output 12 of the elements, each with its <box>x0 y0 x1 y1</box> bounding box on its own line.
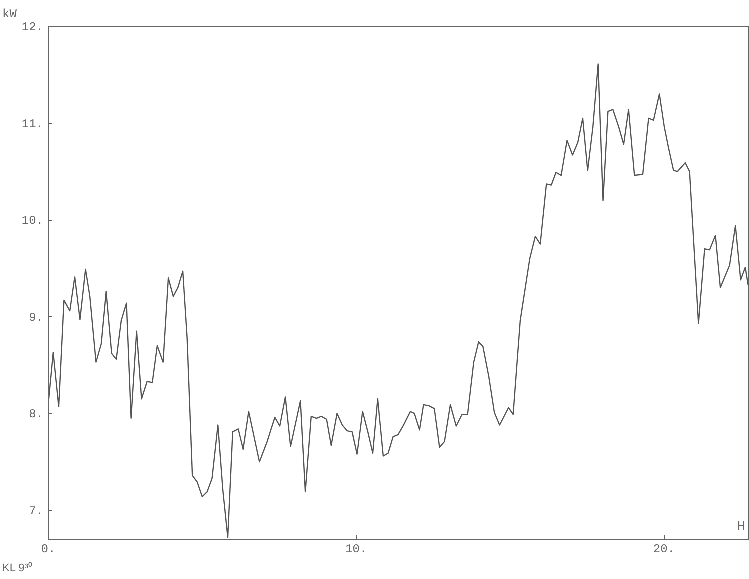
y-tick-label: 7. <box>29 504 44 518</box>
y-tick-label: 10. <box>22 214 44 228</box>
x-axis-title: H <box>737 520 746 536</box>
x-tick-label: 0. <box>41 542 56 556</box>
x-tick-label: 20. <box>653 542 676 556</box>
y-tick-label: 11. <box>22 117 44 132</box>
y-axis-title: kW <box>2 8 18 22</box>
y-tick-label: 12. <box>22 20 44 34</box>
y-tick-label: 9. <box>29 310 44 325</box>
y-tick-label: 8. <box>29 408 44 422</box>
x-tick-label: 10. <box>346 542 368 556</box>
text: KL 9³⁰ <box>2 562 32 574</box>
